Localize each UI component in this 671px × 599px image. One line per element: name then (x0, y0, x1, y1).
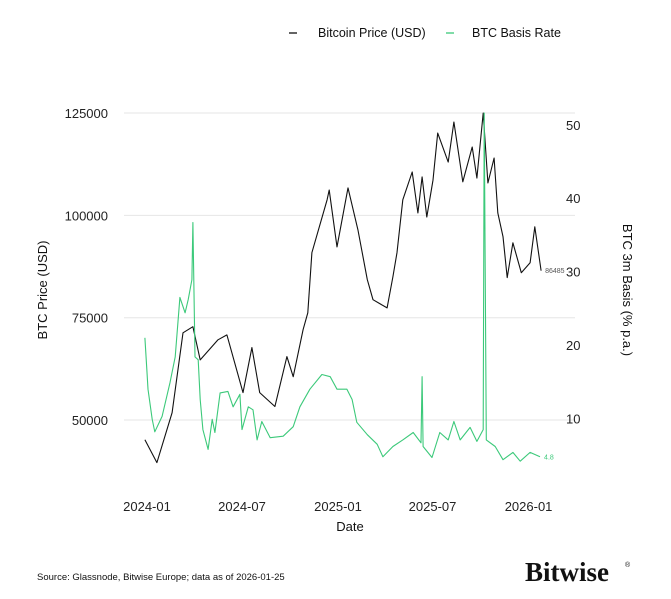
x-tick-label: 2025-01 (314, 499, 362, 514)
left-tick-label: 50000 (72, 413, 108, 428)
left-tick-label: 75000 (72, 311, 108, 326)
right-tick-label: 20 (566, 338, 580, 353)
series-lines: 86485 4.8 (144, 112, 565, 464)
right-tick-label: 10 (566, 412, 580, 427)
x-axis-label: Date (336, 519, 363, 534)
svg-text:Bitwise: Bitwise (525, 557, 609, 587)
source-note: Source: Glassnode, Bitwise Europe; data … (37, 572, 285, 583)
left-tick-label: 100000 (65, 208, 108, 223)
left-axis-label: BTC Price (USD) (35, 241, 50, 340)
right-tick-label: 30 (566, 265, 580, 280)
basis-line (144, 112, 541, 462)
x-tick-label: 2026-01 (505, 499, 553, 514)
bitwise-logo: Bitwise ® (525, 557, 631, 587)
right-axis-ticks: 10 20 30 40 50 (566, 118, 580, 427)
left-tick-label: 125000 (65, 106, 108, 121)
right-tick-label: 40 (566, 191, 580, 206)
left-axis-ticks: 50000 75000 100000 125000 (65, 106, 108, 428)
legend-label-price: Bitcoin Price (USD) (318, 26, 426, 40)
legend-label-basis: BTC Basis Rate (472, 26, 561, 40)
x-tick-label: 2024-01 (123, 499, 171, 514)
x-axis-ticks: 2024-01 2024-07 2025-01 2025-07 2026-01 (123, 499, 552, 514)
right-axis-label: BTC 3m Basis (% p.a.) (620, 224, 635, 356)
svg-text:®: ® (625, 561, 631, 569)
x-tick-label: 2025-07 (409, 499, 457, 514)
price-end-label: 86485 (545, 268, 565, 275)
basis-end-label: 4.8 (544, 454, 554, 461)
price-line (144, 112, 542, 464)
right-tick-label: 50 (566, 118, 580, 133)
legend: Bitcoin Price (USD) BTC Basis Rate (289, 26, 561, 40)
gridlines (124, 112, 575, 421)
x-tick-label: 2024-07 (218, 499, 266, 514)
